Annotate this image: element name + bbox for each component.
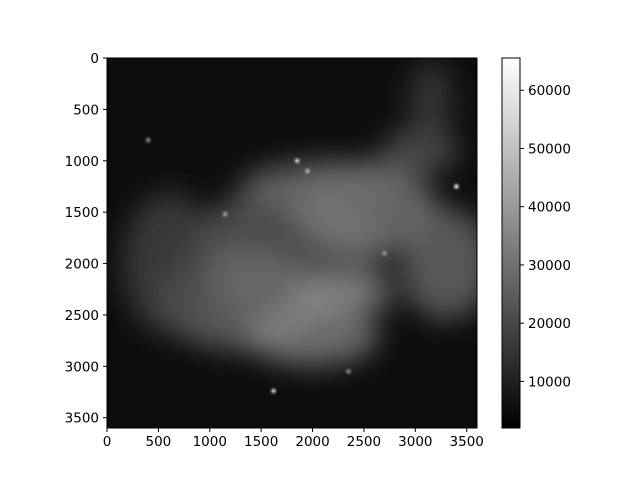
colorbar-tick-label: 40000 [528, 200, 571, 216]
y-tick-label: 1500 [65, 205, 99, 221]
colorbar-gradient [502, 58, 520, 428]
x-tick-label: 3000 [398, 434, 432, 450]
nebula-region-3 [399, 207, 477, 321]
x-axis: 0 500 1000 1500 2000 2500 3000 3500 [103, 428, 484, 450]
y-tick-label: 2500 [65, 308, 99, 324]
x-tick-label: 1500 [244, 434, 278, 450]
star-4 [222, 212, 228, 217]
colorbar-tick-label: 10000 [528, 374, 571, 390]
colorbar-tick-label: 50000 [528, 141, 571, 157]
colorbar-tick-label: 30000 [528, 258, 571, 274]
nebula-region-4 [245, 304, 380, 367]
colorbar-ticks: 10000 20000 30000 40000 50000 60000 [520, 83, 571, 390]
colorbar-tick-label: 20000 [528, 316, 571, 332]
y-tick-label: 2000 [65, 257, 99, 273]
y-tick-label: 3000 [65, 359, 99, 375]
x-tick-label: 2000 [295, 434, 329, 450]
star-3 [271, 388, 276, 394]
nebula-region-6 [122, 191, 215, 336]
star-6 [145, 138, 151, 143]
x-tick-label: 500 [145, 434, 171, 450]
y-tick-label: 1000 [65, 154, 99, 170]
nebula-regions [122, 60, 477, 367]
star-points [145, 138, 459, 394]
nebula-region-9 [292, 273, 395, 315]
colorbar-frame [501, 57, 521, 429]
x-tick-label: 2500 [347, 434, 381, 450]
colorbar-tick-label: 60000 [528, 83, 571, 99]
star-1 [294, 158, 300, 163]
star-7 [346, 369, 351, 374]
x-tick-label: 0 [103, 434, 112, 450]
star-5 [382, 251, 387, 256]
nebula-region-7 [381, 127, 460, 174]
y-tick-label: 0 [90, 51, 99, 67]
colorbar: 10000 20000 30000 40000 50000 60000 [501, 57, 571, 429]
nebula-region-8 [408, 60, 454, 139]
y-tick-label: 3500 [65, 411, 99, 427]
y-axis: 0 500 1000 1500 2000 2500 3000 3500 [65, 51, 107, 427]
heatmap-plot [106, 57, 478, 429]
y-tick-label: 500 [73, 102, 99, 118]
plot-frame [106, 57, 478, 429]
x-tick-label: 3500 [450, 434, 484, 450]
x-tick-label: 1000 [193, 434, 227, 450]
nebula-region-5 [240, 160, 395, 213]
star-2 [305, 168, 310, 174]
star-0 [454, 184, 459, 189]
